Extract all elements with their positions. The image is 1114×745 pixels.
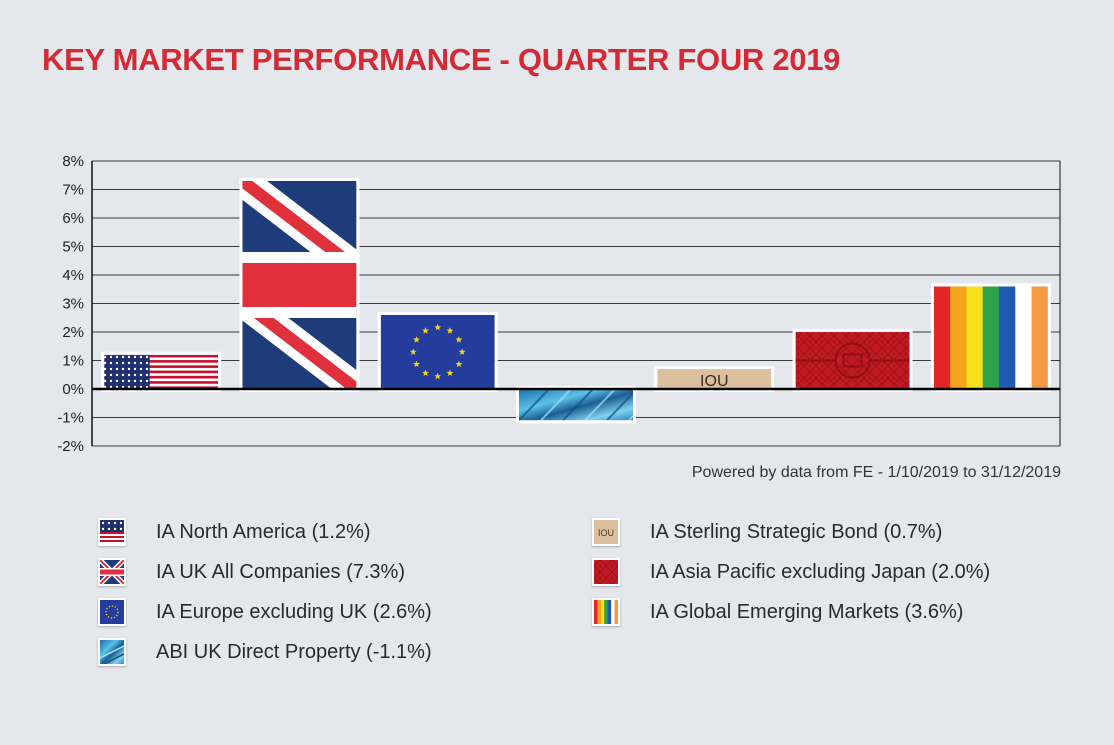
legend-label: IA Sterling Strategic Bond (0.7%)	[650, 520, 943, 543]
y-tick-label: 6%	[62, 210, 84, 227]
iou-icon: IOU	[592, 518, 620, 546]
legend-label: IA Europe excluding UK (2.6%)	[156, 600, 432, 623]
legend-label: IA North America (1.2%)	[156, 520, 371, 543]
y-tick-label: 8%	[62, 153, 84, 170]
iou-text: IOU	[598, 528, 614, 538]
uk-flag-icon	[98, 558, 126, 586]
bar-asia	[792, 329, 913, 392]
y-tick-label: -1%	[57, 410, 84, 427]
legend-item-emerging: IA Global Emerging Markets (3.6%)	[592, 596, 963, 628]
legend-item-asia: IA Asia Pacific excluding Japan (2.0%)	[592, 556, 990, 588]
property-icon	[98, 638, 126, 666]
bar-chart: 8% 7% 6% 5% 4% 3% 2% 1% 0% -1% -2% IOU	[57, 153, 1061, 455]
legend-item-north-america: IA North America (1.2%)	[98, 516, 371, 548]
asia-pattern-icon	[592, 558, 620, 586]
legend-label: IA UK All Companies (7.3%)	[156, 560, 405, 583]
legend-item-uk: IA UK All Companies (7.3%)	[98, 556, 405, 588]
bar-us-flag	[101, 351, 222, 392]
y-tick-label: 4%	[62, 267, 84, 284]
y-tick-label: 1%	[62, 353, 84, 370]
y-tick-label: 2%	[62, 324, 84, 341]
rainbow-icon	[592, 598, 620, 626]
y-tick-label: 0%	[62, 381, 84, 398]
bar-property	[516, 386, 636, 424]
legend-label: ABI UK Direct Property (-1.1%)	[156, 640, 432, 663]
iou-bar-label: IOU	[700, 373, 728, 390]
source-note: Powered by data from FE - 1/10/2019 to 3…	[691, 464, 1061, 481]
bar-rainbow	[930, 283, 1051, 392]
bar-iou: IOU	[654, 366, 775, 392]
legend-item-europe: IA Europe excluding UK (2.6%)	[98, 596, 432, 628]
legend-label: IA Global Emerging Markets (3.6%)	[650, 600, 964, 623]
bar-uk-flag	[239, 177, 360, 392]
legend-item-property: ABI UK Direct Property (-1.1%)	[98, 636, 432, 668]
y-tick-label: 5%	[62, 239, 84, 256]
y-tick-label: -2%	[57, 438, 84, 455]
legend-item-bond: IOU IA Sterling Strategic Bond (0.7%)	[592, 516, 942, 548]
chart-title: KEY MARKET PERFORMANCE - QUARTER FOUR 20…	[42, 42, 841, 77]
legend-label: IA Asia Pacific excluding Japan (2.0%)	[650, 560, 991, 583]
y-tick-label: 7%	[62, 182, 84, 199]
us-flag-icon	[98, 518, 126, 546]
bar-eu-flag	[377, 311, 498, 392]
eu-flag-icon	[98, 598, 126, 626]
y-tick-label: 3%	[62, 296, 84, 313]
